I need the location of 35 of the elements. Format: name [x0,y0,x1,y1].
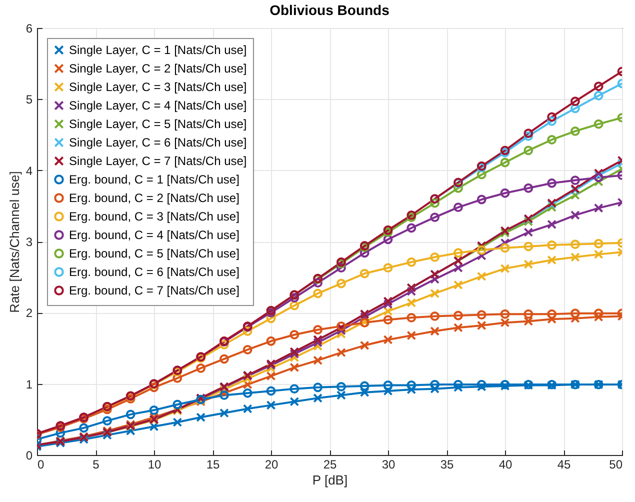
legend-label: Single Layer, C = 5 [Nats/Ch use] [69,117,247,131]
legend-label: Single Layer, C = 4 [Nats/Ch use] [69,98,247,112]
x-tick-label: 10 [148,458,162,472]
legend-label: Erg. bound, C = 4 [Nats/Ch use] [69,228,240,242]
x-tick-label: 25 [323,458,337,472]
legend-label: Erg. bound, C = 1 [Nats/Ch use] [69,172,240,186]
y-tick-label: 0 [26,448,33,462]
x-tick-label: 30 [382,458,396,472]
legend-label: Single Layer, C = 6 [Nats/Ch use] [69,136,247,150]
legend-label: Erg. bound, C = 6 [Nats/Ch use] [69,265,240,279]
y-tick-label: 4 [26,164,33,178]
legend-label: Single Layer, C = 2 [Nats/Ch use] [69,62,247,76]
legend-label: Erg. bound, C = 7 [Nats/Ch use] [69,284,240,298]
y-axis-title: Rate [Nats/Channel use] [6,171,22,313]
legend-label: Single Layer, C = 3 [Nats/Ch use] [69,80,247,94]
x-tick-label: 15 [206,458,220,472]
x-tick-label: 20 [264,458,278,472]
x-tick-label: 5 [92,458,100,472]
y-tick-label: 3 [26,235,33,249]
y-tick-label: 6 [26,22,33,36]
legend-label: Erg. bound, C = 2 [Nats/Ch use] [69,191,240,205]
legend-label: Single Layer, C = 1 [Nats/Ch use] [69,43,247,57]
x-tick-label: 0 [38,458,44,472]
chart-title: Oblivious Bounds [270,2,390,18]
y-tick-label: 1 [26,377,33,392]
x-tick-label: 35 [440,458,454,472]
y-tick-label: 2 [26,306,33,320]
legend-label: Single Layer, C = 7 [Nats/Ch use] [69,154,247,168]
x-tick-label: 40 [498,458,512,472]
legend-label: Erg. bound, C = 5 [Nats/Ch use] [69,246,240,260]
y-tick-label: 5 [26,92,33,107]
x-tick-label: 45 [557,458,571,472]
x-tick-label: 50 [609,458,623,472]
legend-label: Erg. bound, C = 3 [Nats/Ch use] [69,210,240,224]
x-axis-title: P [dB] [312,472,348,488]
